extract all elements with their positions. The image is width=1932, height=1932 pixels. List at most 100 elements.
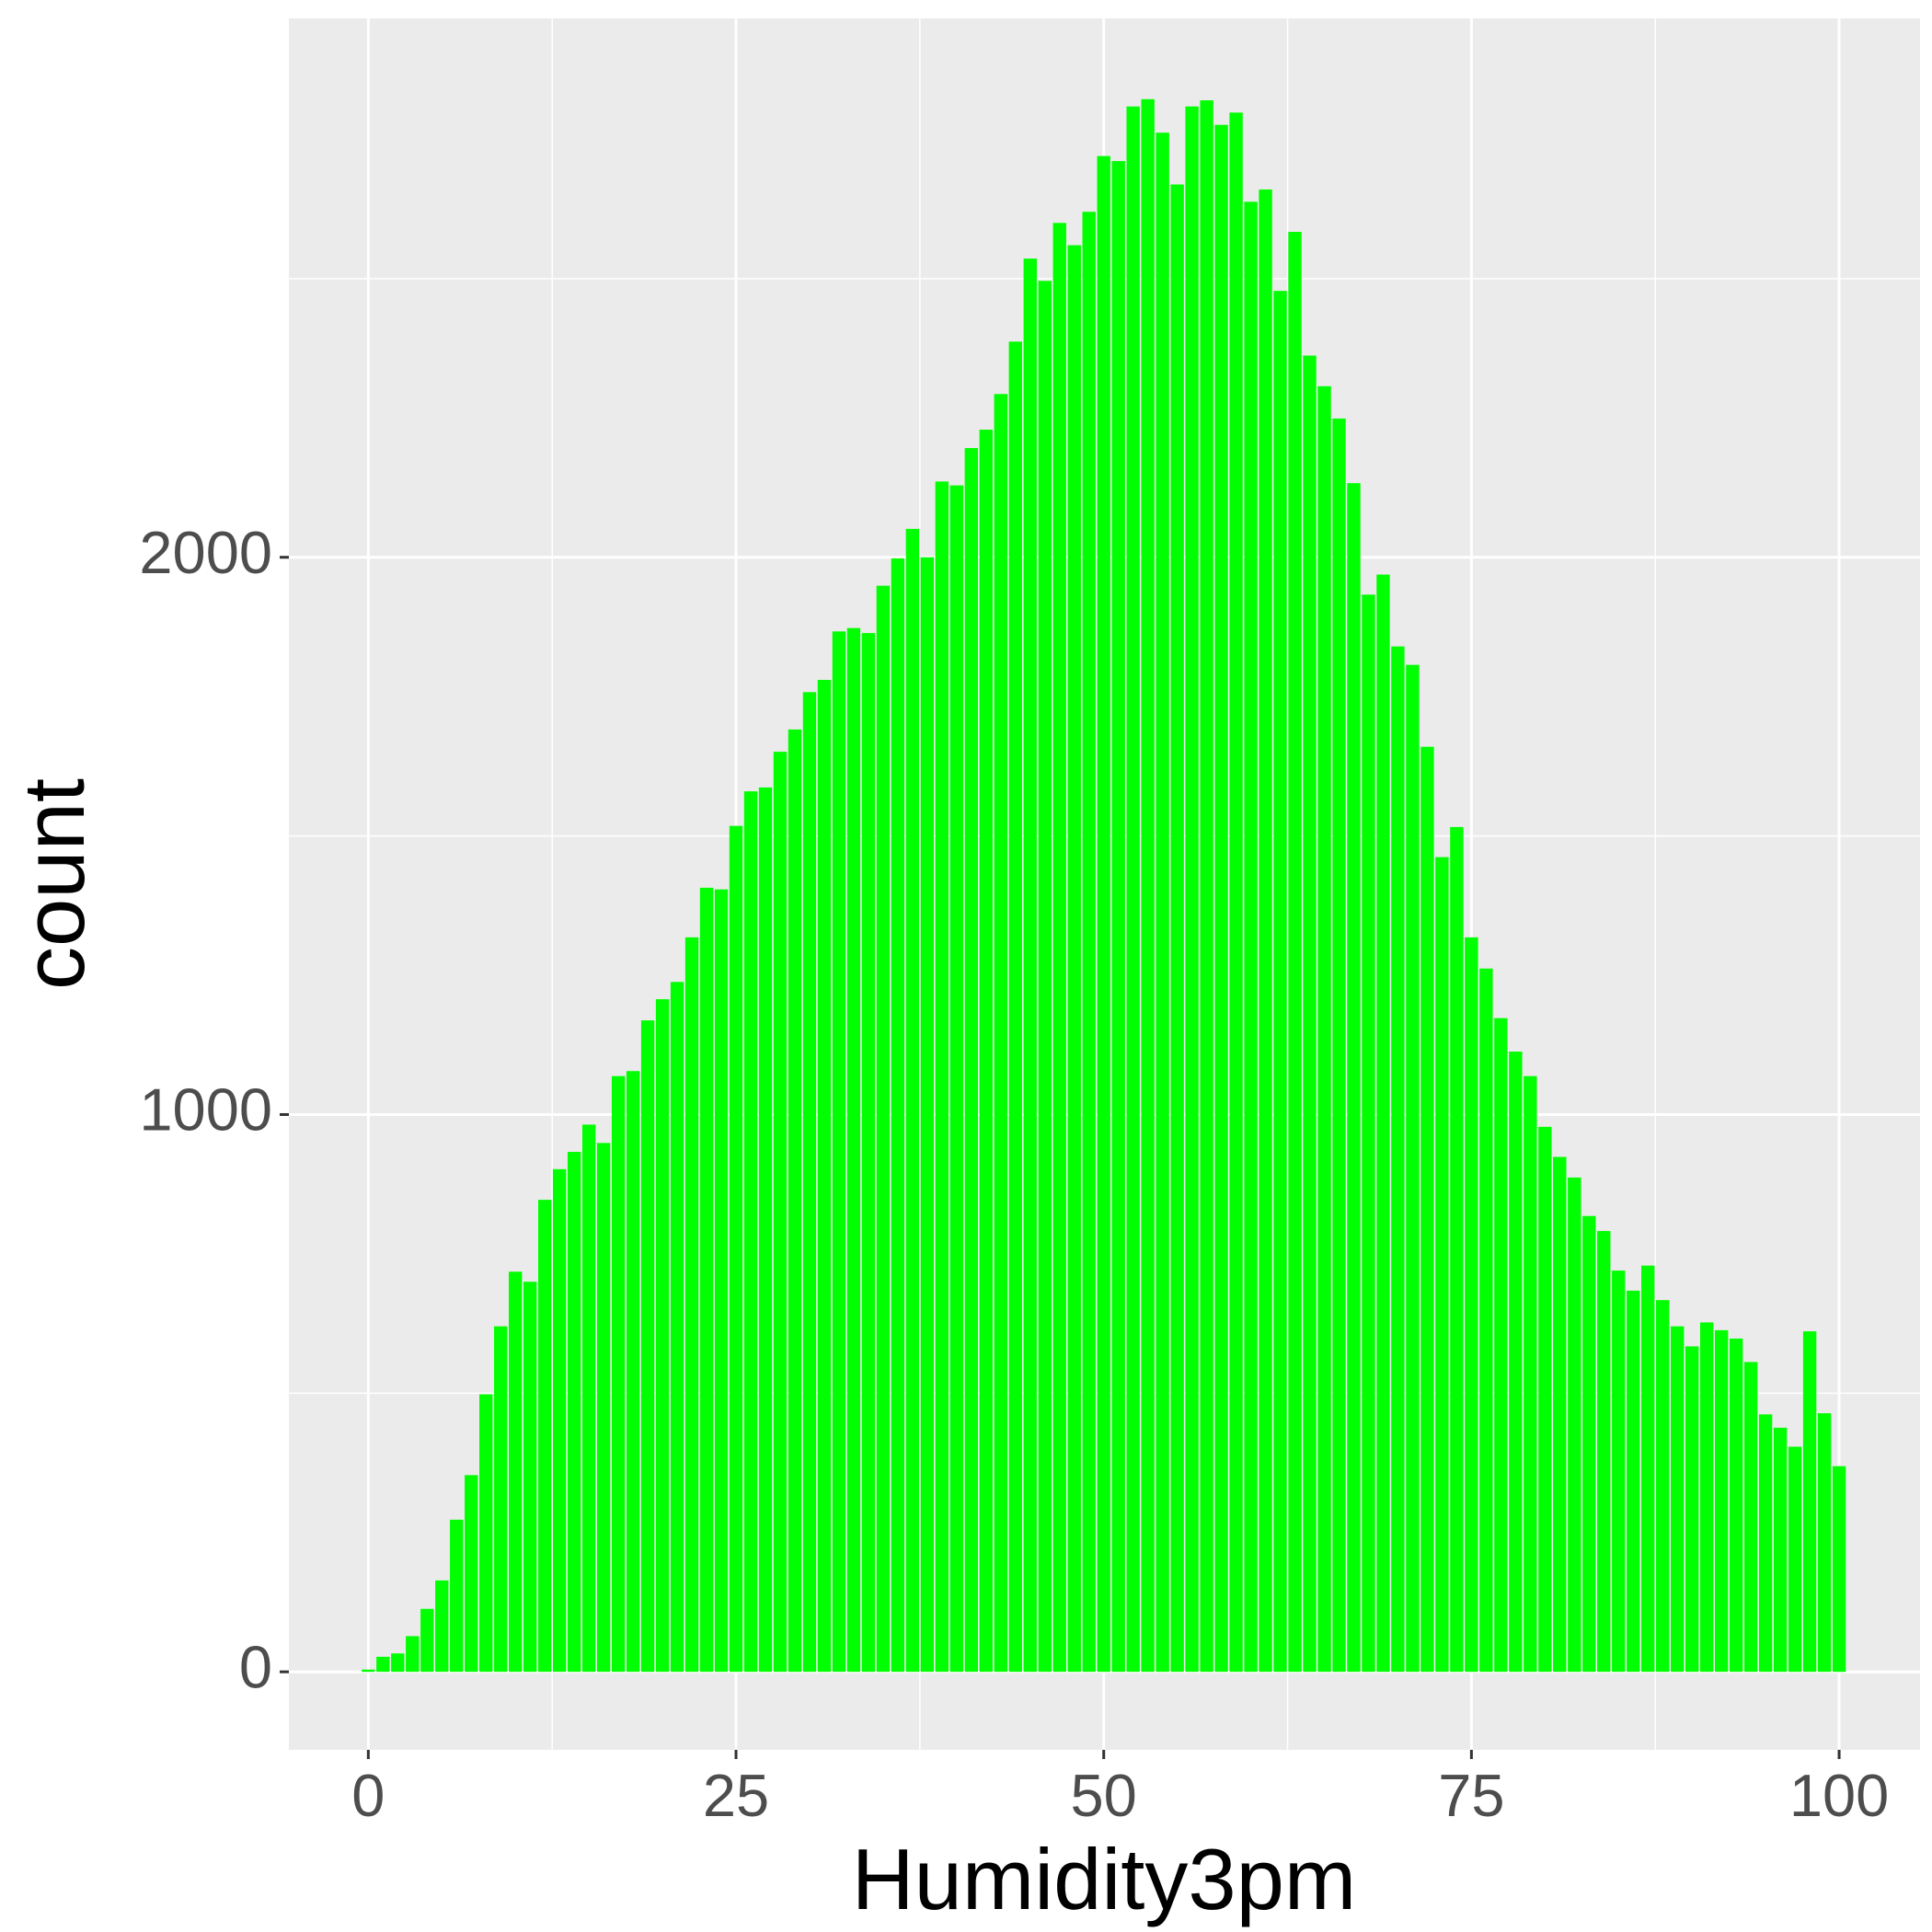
- bar: [964, 448, 979, 1673]
- bar: [832, 631, 846, 1673]
- bar: [479, 1394, 493, 1673]
- bar: [1656, 1300, 1670, 1673]
- x-tick-label: 75: [1438, 1762, 1504, 1829]
- bar: [1332, 418, 1346, 1673]
- bar: [1450, 826, 1464, 1673]
- bar: [1244, 201, 1258, 1673]
- y-tick-label: 0: [239, 1633, 272, 1700]
- bar: [699, 887, 714, 1673]
- x-tick-label: 50: [1071, 1762, 1137, 1829]
- bar: [581, 1124, 596, 1673]
- bar: [1524, 1075, 1537, 1673]
- bar: [1141, 98, 1155, 1673]
- x-axis-title: Humidity3pm: [852, 1831, 1357, 1927]
- bar: [1303, 355, 1317, 1673]
- bar: [1229, 112, 1243, 1673]
- bar: [714, 889, 729, 1673]
- bar: [1538, 1126, 1552, 1673]
- bar: [1773, 1427, 1788, 1673]
- bar: [596, 1143, 611, 1673]
- bar: [494, 1326, 508, 1673]
- bar: [1185, 106, 1199, 1673]
- bar: [1568, 1177, 1581, 1673]
- bar: [640, 1020, 655, 1673]
- bar: [1038, 281, 1052, 1673]
- bar: [523, 1282, 537, 1673]
- bar: [1641, 1265, 1655, 1673]
- bar: [552, 1168, 567, 1673]
- bar: [1126, 106, 1140, 1673]
- bar: [391, 1653, 405, 1673]
- bar: [1082, 212, 1096, 1673]
- bar: [1553, 1156, 1567, 1673]
- bar: [758, 787, 773, 1673]
- bar: [817, 680, 832, 1673]
- bar: [1317, 385, 1331, 1673]
- bar: [1214, 124, 1228, 1673]
- bar: [1273, 291, 1287, 1673]
- bar: [846, 627, 861, 1673]
- bar: [1788, 1446, 1802, 1673]
- bar: [1391, 646, 1405, 1673]
- bar: [1097, 155, 1110, 1673]
- bar: [465, 1475, 478, 1673]
- bar: [1714, 1329, 1729, 1673]
- bar: [1479, 968, 1493, 1673]
- bar: [1465, 937, 1478, 1673]
- bar: [876, 585, 891, 1673]
- bar: [1582, 1215, 1596, 1673]
- bar: [362, 1669, 375, 1673]
- bar: [920, 557, 935, 1673]
- bar: [450, 1519, 464, 1673]
- bar: [626, 1071, 640, 1673]
- y-tick-label: 2000: [139, 519, 272, 586]
- bar: [1376, 574, 1390, 1673]
- bar: [1494, 1018, 1508, 1673]
- bar: [376, 1656, 390, 1673]
- bar: [684, 937, 699, 1673]
- bar: [1597, 1231, 1611, 1673]
- bar: [994, 394, 1007, 1673]
- y-tick-label: 1000: [139, 1076, 272, 1144]
- bar: [1008, 341, 1022, 1673]
- bar: [773, 752, 788, 1673]
- bar: [1111, 161, 1125, 1673]
- bar: [1406, 664, 1420, 1673]
- y-axis-title: count: [6, 778, 102, 990]
- bar: [1671, 1326, 1685, 1673]
- bar: [1685, 1346, 1699, 1673]
- bar: [1023, 259, 1037, 1673]
- bar: [788, 729, 802, 1673]
- bar: [1420, 746, 1434, 1673]
- x-tick-label: 0: [351, 1762, 385, 1829]
- bar: [1052, 223, 1066, 1673]
- bar: [420, 1608, 434, 1673]
- bar: [1347, 483, 1361, 1673]
- bar: [935, 481, 949, 1673]
- bar: [655, 999, 670, 1673]
- bar: [891, 558, 905, 1673]
- bar: [1509, 1052, 1523, 1673]
- bar: [861, 633, 876, 1673]
- bar: [537, 1200, 552, 1673]
- bar: [1832, 1466, 1846, 1673]
- bar: [802, 692, 817, 1673]
- bar: [1156, 132, 1169, 1673]
- bar: [1802, 1331, 1817, 1673]
- bar: [1259, 189, 1272, 1673]
- bar: [1435, 857, 1449, 1673]
- bar: [1699, 1322, 1714, 1673]
- bar: [1067, 245, 1081, 1673]
- bar: [979, 430, 993, 1673]
- bar: [1612, 1271, 1626, 1673]
- bar: [670, 982, 684, 1673]
- bar: [1288, 231, 1302, 1673]
- bar: [1817, 1413, 1832, 1673]
- bar: [567, 1152, 581, 1673]
- bar: [949, 485, 964, 1673]
- bar: [1758, 1414, 1773, 1673]
- bar: [435, 1580, 449, 1673]
- x-tick-label: 25: [703, 1762, 769, 1829]
- bar: [611, 1075, 626, 1673]
